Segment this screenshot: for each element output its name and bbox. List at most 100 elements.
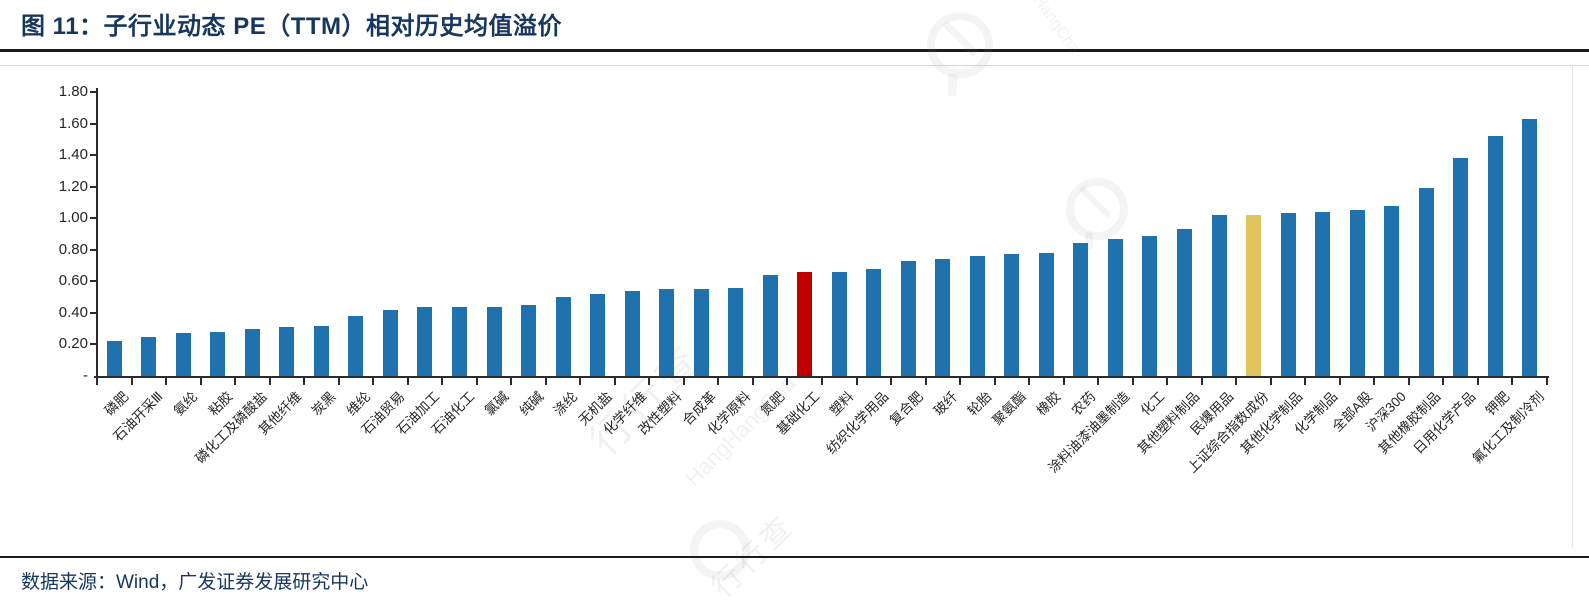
bar [1315, 211, 1331, 376]
x-tick [130, 378, 133, 385]
bar [1073, 243, 1089, 376]
x-tick [372, 378, 375, 385]
x-tick [544, 378, 547, 385]
bar [728, 287, 744, 376]
x-tick [441, 378, 444, 385]
bar [1487, 136, 1503, 376]
bar [452, 306, 467, 376]
bar [1107, 238, 1123, 376]
x-tick [717, 378, 720, 385]
bar [969, 256, 985, 376]
x-tick [199, 378, 202, 385]
x-tick [234, 378, 237, 385]
y-tick-label: - [83, 367, 88, 384]
x-tick [475, 378, 478, 385]
x-tick [648, 378, 651, 385]
bar [1418, 188, 1434, 376]
bar [1349, 210, 1365, 376]
bar [900, 260, 916, 376]
x-tick [993, 378, 996, 385]
x-tick [510, 378, 513, 385]
x-tick [303, 378, 306, 385]
bar [1004, 254, 1020, 376]
x-tick [1407, 378, 1410, 385]
y-tick [90, 217, 96, 220]
y-tick [90, 122, 96, 125]
x-tick [1476, 378, 1479, 385]
x-tick [337, 378, 340, 385]
figure-title: 图 11：子行业动态 PE（TTM）相对历史均值溢价 [21, 13, 563, 40]
x-tick [1062, 378, 1065, 385]
x-tick [1338, 378, 1341, 385]
x-tick [1200, 378, 1203, 385]
y-tick [90, 248, 96, 251]
x-tick [613, 378, 616, 385]
bar [866, 268, 882, 376]
x-tick [96, 378, 98, 385]
x-axis-label: 聚氨酯 [990, 388, 1030, 429]
watermark-logo-icon [927, 12, 993, 78]
x-tick [1097, 378, 1100, 385]
bar [348, 316, 364, 376]
watermark-logo-stem-icon [948, 74, 957, 96]
bar [1384, 205, 1400, 376]
y-tick [90, 280, 96, 283]
bar [935, 259, 951, 376]
title-underline [0, 49, 1589, 52]
y-tick-label: 0.40 [58, 303, 88, 321]
x-axis-label: 橡胶 [1034, 388, 1064, 419]
y-tick-label: 0.80 [58, 240, 88, 258]
bar [175, 333, 191, 376]
y-tick-label: 1.40 [58, 146, 88, 164]
x-tick [1235, 378, 1238, 385]
y-tick [90, 154, 96, 157]
bar [590, 293, 606, 376]
x-axis-label: 玻纤 [930, 388, 961, 419]
x-tick [1028, 378, 1031, 385]
bar [417, 306, 433, 376]
bar [313, 325, 329, 376]
y-tick-label: 1.80 [58, 82, 88, 100]
x-tick [1304, 378, 1307, 385]
bar [1453, 158, 1469, 376]
x-tick [821, 378, 823, 385]
bar [797, 271, 813, 376]
y-axis-line [96, 88, 98, 378]
bar [762, 275, 778, 376]
bar [659, 289, 675, 376]
bar [521, 304, 537, 376]
x-tick [855, 378, 858, 385]
watermark-logo-slash-icon [1078, 185, 1112, 219]
y-tick [90, 185, 96, 188]
watermark-brand-cn: 行行查 [705, 508, 802, 605]
bar [1522, 118, 1538, 376]
chart-top-divider [0, 65, 1589, 66]
bar [486, 306, 502, 376]
x-tick [1269, 378, 1272, 385]
bar [1142, 235, 1158, 376]
x-tick [165, 378, 168, 385]
bar [831, 271, 847, 376]
data-source: 数据来源：Wind，广发证券发展研究中心 [21, 572, 369, 593]
y-tick-label: 0.60 [58, 272, 88, 290]
x-tick [682, 378, 685, 385]
footer-divider [0, 556, 1589, 558]
bar [141, 336, 157, 376]
y-tick-label: 0.20 [58, 335, 88, 353]
bar [1280, 213, 1296, 376]
x-tick [890, 378, 893, 385]
bar [693, 289, 709, 376]
bar [279, 327, 295, 376]
bar [106, 341, 122, 376]
x-tick [1166, 378, 1169, 385]
x-tick [751, 378, 754, 385]
x-axis-label: 炭黑 [309, 388, 339, 419]
x-tick [406, 378, 409, 385]
y-tick-label: 1.60 [58, 114, 88, 132]
watermark-column-divider [1572, 66, 1573, 548]
y-tick [90, 311, 96, 314]
bar [382, 309, 398, 376]
x-tick [959, 378, 962, 385]
x-tick [1511, 378, 1514, 385]
bar [1211, 215, 1227, 376]
